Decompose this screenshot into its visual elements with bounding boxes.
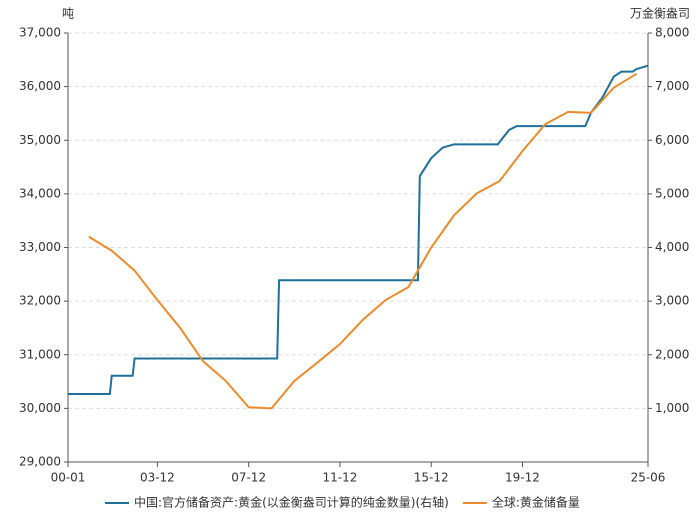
y-tick-label: 36,000 — [19, 79, 61, 93]
x-tick-label: 03-12 — [140, 471, 175, 485]
y-tick-label: 37,000 — [19, 26, 61, 40]
y-unit: 吨 — [62, 7, 74, 21]
y2-tick-label: 4,000 — [655, 240, 689, 254]
legend-label: 中国:官方储备资产:黄金(以金衡盎司计算的纯金数量)(右轴) — [134, 495, 449, 510]
y2-tick-label: 2,000 — [655, 347, 689, 361]
x-tick-label: 00-01 — [51, 471, 86, 485]
y2-unit: 万金衡盎司 — [630, 6, 690, 21]
y2-tick-label: 1,000 — [655, 401, 689, 415]
series-line — [68, 64, 649, 396]
y2-tick-label: 3,000 — [655, 294, 689, 308]
y2-tick-label: 7,000 — [655, 79, 689, 93]
y2-tick-label: 8,000 — [655, 26, 689, 40]
y2-tick-label: 6,000 — [655, 133, 689, 147]
y-tick-label: 30,000 — [19, 401, 61, 415]
x-tick-label: 07-12 — [231, 471, 266, 485]
y-tick-label: 32,000 — [19, 294, 61, 308]
y-tick-label: 35,000 — [19, 133, 61, 147]
x-tick-label: 11-12 — [322, 471, 357, 485]
x-tick-label: 25-06 — [631, 471, 666, 485]
y-tick-label: 34,000 — [19, 186, 61, 200]
x-tick-label: 19-12 — [505, 471, 540, 485]
legend-label: 全球:黄金储备量 — [492, 495, 580, 510]
x-tick-label: 15-12 — [414, 471, 449, 485]
y2-tick-label: 5,000 — [655, 186, 689, 200]
y-tick-label: 31,000 — [19, 347, 61, 361]
series-line — [88, 72, 638, 410]
y-tick-label: 29,000 — [19, 455, 61, 469]
y-tick-label: 33,000 — [19, 240, 61, 254]
